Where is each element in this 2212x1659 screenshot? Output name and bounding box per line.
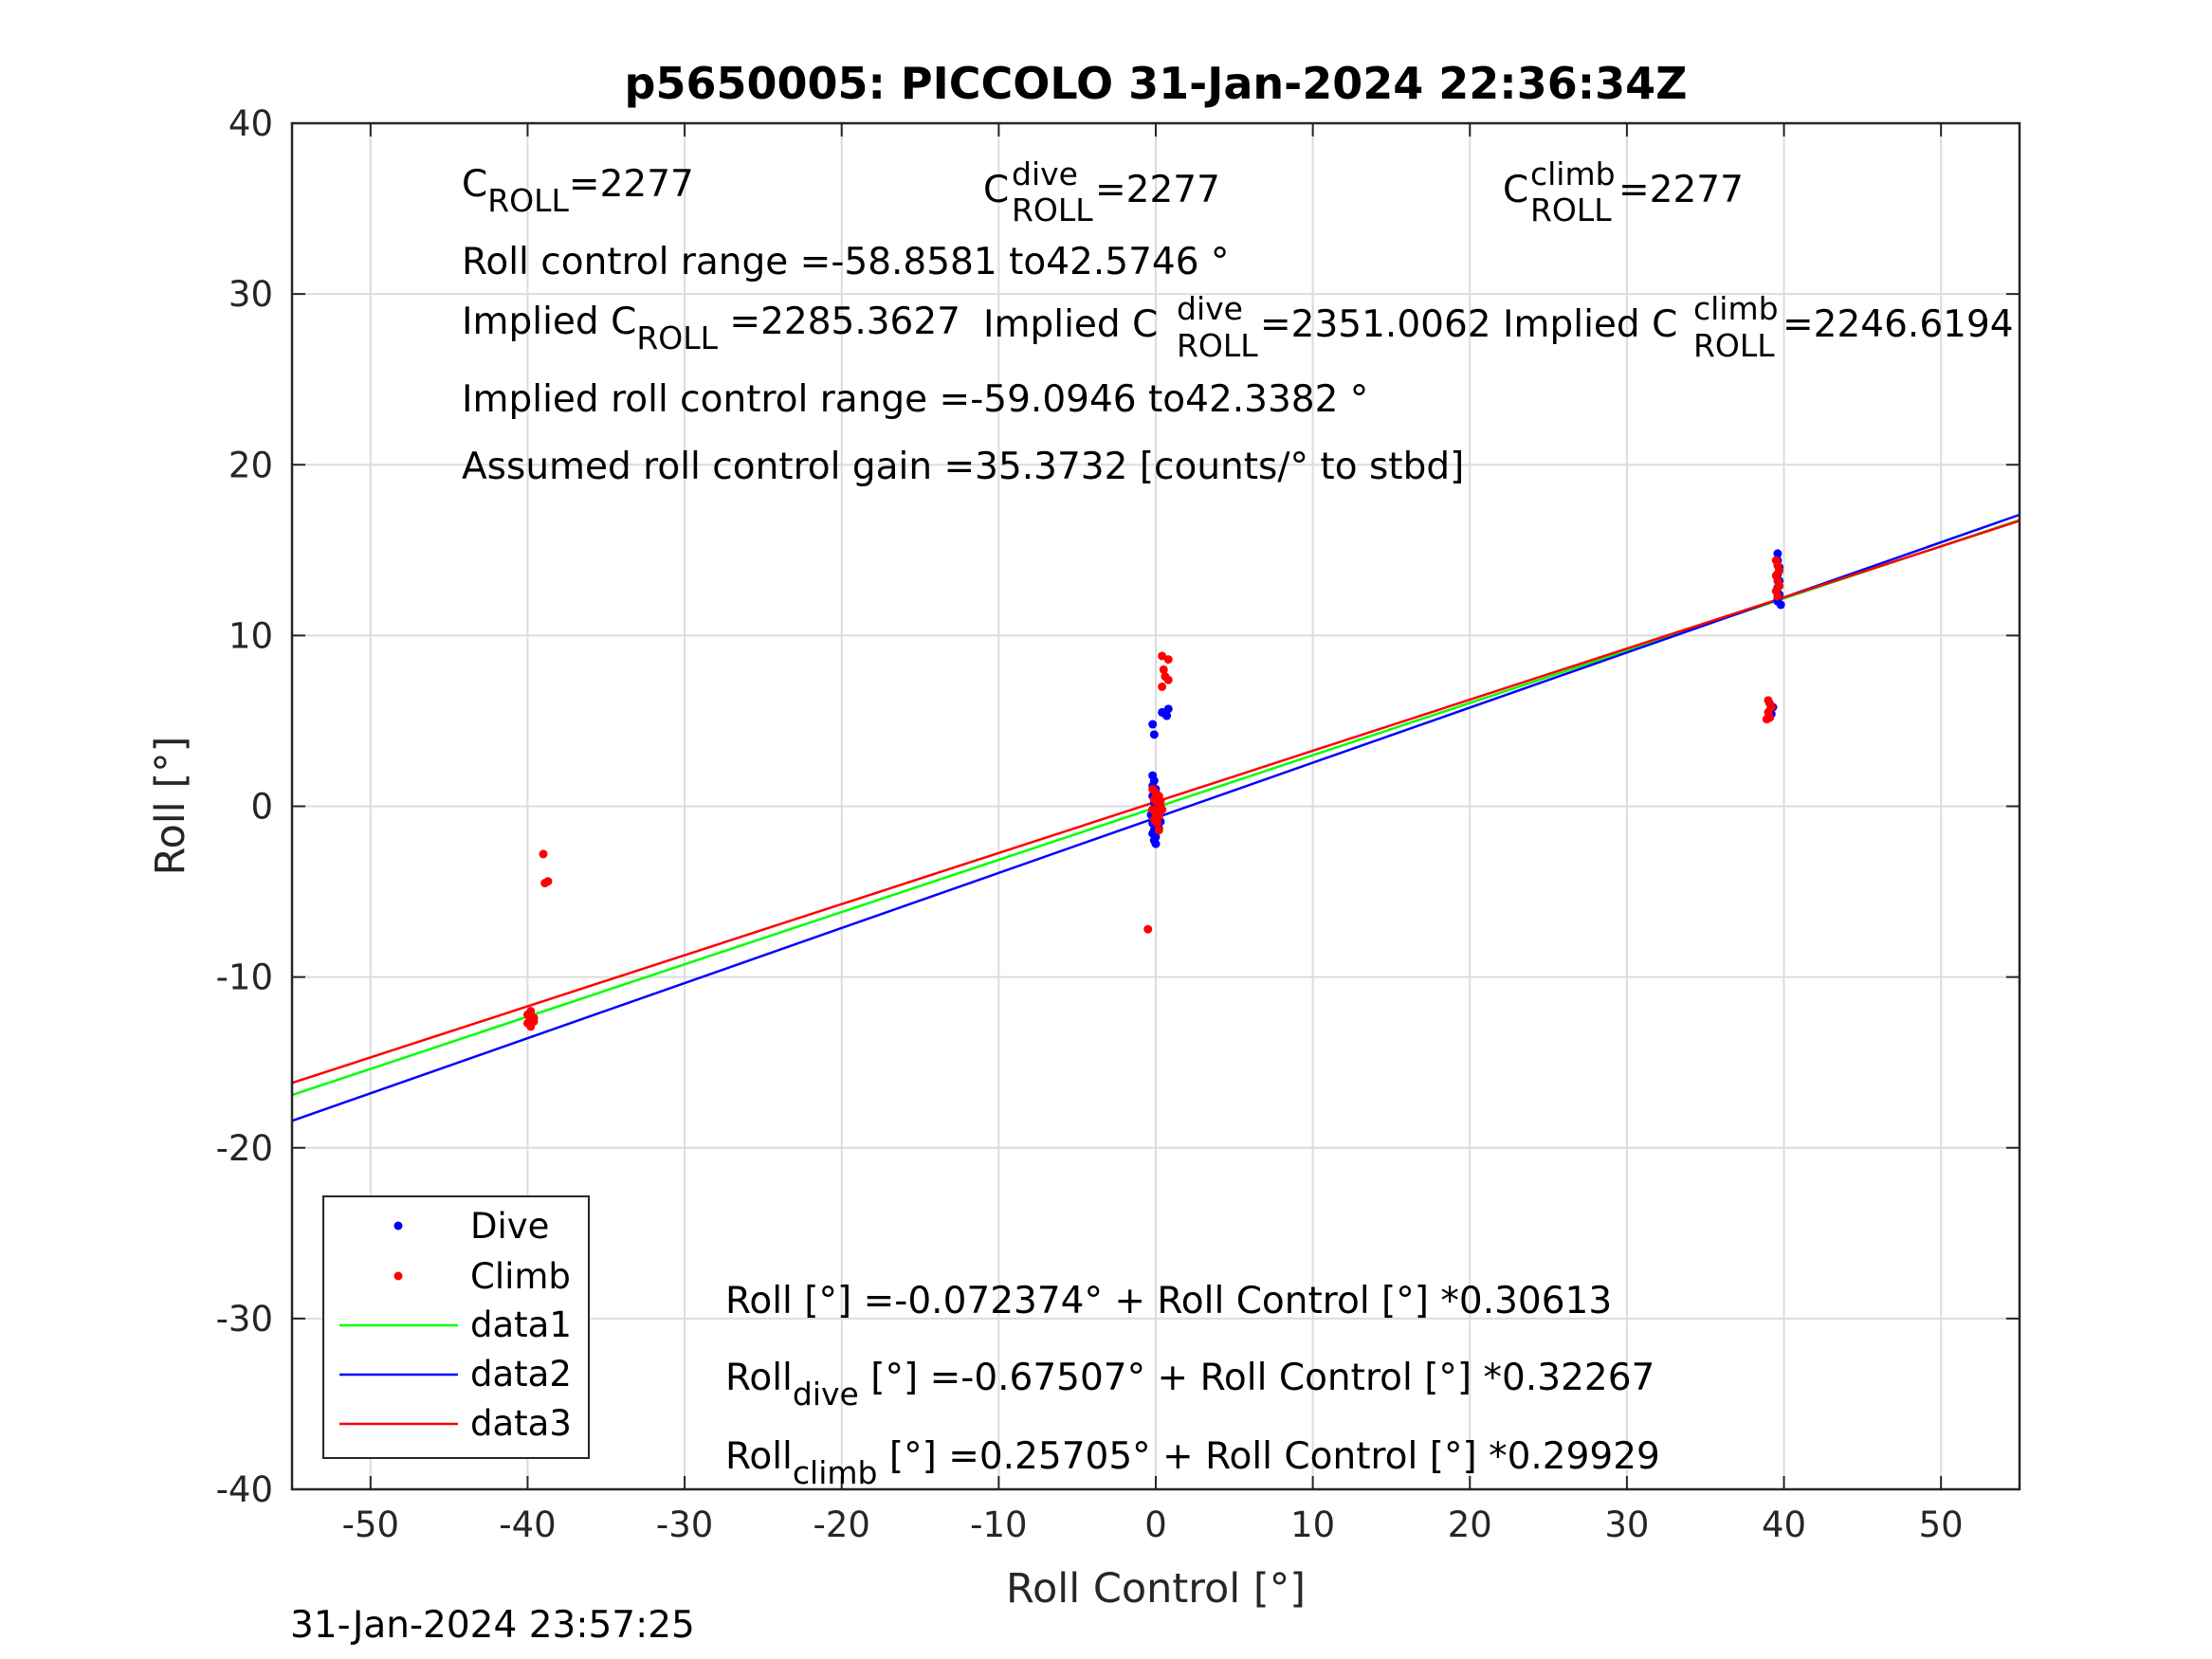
legend-data2-label: data2 <box>470 1354 572 1395</box>
fit-climb-base: Roll <box>725 1435 793 1478</box>
fit-equation-all: Roll [°] =-0.072374° + Roll Control [°] … <box>725 1280 1612 1322</box>
y-tick-label: 40 <box>229 103 273 144</box>
c-dive-base: C <box>983 169 1009 211</box>
implied-c-dive-value: =2351.0062 <box>1260 303 1491 346</box>
legend-dive-label: Dive <box>470 1206 549 1247</box>
c-dive-annotation: C <box>983 169 1009 211</box>
legend-climb-marker <box>393 1271 403 1281</box>
c-climb-annotation: C <box>1503 169 1528 211</box>
x-tick-label: 30 <box>1604 1504 1649 1545</box>
implied-c-dive-sup: dive <box>1177 290 1243 327</box>
c-climb-sup: climb <box>1530 155 1616 192</box>
y-tick-label: -30 <box>216 1299 273 1340</box>
y-axis-title: Roll [°] <box>147 737 194 876</box>
fit-climb-rest: [°] =0.25705° + Roll Control [°] *0.2992… <box>877 1435 1659 1478</box>
climb-point <box>1163 675 1173 684</box>
c-dive-sub: ROLL <box>1012 191 1093 228</box>
c-roll-base: C <box>462 163 487 206</box>
x-tick-label: 0 <box>1144 1504 1167 1545</box>
assumed-roll-gain: Assumed roll control gain =35.3732 [coun… <box>462 446 1464 488</box>
dive-point <box>1148 720 1158 729</box>
climb-point <box>1158 682 1167 691</box>
c-dive-sup: dive <box>1012 155 1078 192</box>
implied-c-roll-sub: ROLL <box>636 319 718 356</box>
dive-point <box>1773 549 1782 558</box>
data-points <box>522 549 1785 1031</box>
legend: Dive Climb data1 data2 data3 <box>322 1195 590 1459</box>
y-tick-label: 0 <box>250 787 273 828</box>
legend-data1-label: data1 <box>470 1304 572 1345</box>
x-tick-label: -50 <box>342 1504 399 1545</box>
climb-point <box>1154 826 1163 835</box>
implied-c-climb-sub: ROLL <box>1693 327 1775 364</box>
c-climb-value: =2277 <box>1618 169 1744 211</box>
c-climb-base: C <box>1503 169 1528 211</box>
climb-point <box>1158 651 1167 661</box>
fit-dive-sub: dive <box>793 1376 859 1413</box>
fit-equation-dive: Rolldive [°] =-0.67507° + Roll Control [… <box>725 1357 1654 1413</box>
climb-point <box>1159 665 1168 674</box>
x-axis-title: Roll Control [°] <box>1006 1565 1306 1613</box>
legend-climb-label: Climb <box>470 1256 571 1297</box>
implied-c-climb-sup: climb <box>1693 290 1779 327</box>
legend-data3-label: data3 <box>470 1403 572 1444</box>
roll-control-range: Roll control range =-58.8581 to42.5746 ° <box>462 241 1229 283</box>
climb-point <box>1158 805 1167 814</box>
y-tick-label: -20 <box>216 1128 273 1169</box>
footer-timestamp: 31-Jan-2024 23:57:25 <box>290 1604 695 1647</box>
c-roll-annotation: CROLL=2277 <box>462 163 694 219</box>
fit-climb-sub: climb <box>793 1454 878 1491</box>
legend-box <box>322 1195 590 1459</box>
y-tick-label: 10 <box>229 615 273 656</box>
c-roll-value: =2277 <box>569 163 694 206</box>
fit-dive-base: Roll <box>725 1357 793 1399</box>
climb-point <box>1153 819 1162 829</box>
y-tick-label: 30 <box>229 274 273 315</box>
implied-c-roll-value: =2285.3627 <box>718 301 960 343</box>
dive-point <box>1163 704 1173 714</box>
implied-roll-control-range: Implied roll control range =-59.0946 to4… <box>462 378 1368 421</box>
fit-dive-rest: [°] =-0.67507° + Roll Control [°] *0.322… <box>859 1357 1654 1399</box>
c-roll-sub: ROLL <box>487 182 569 219</box>
x-tick-label: -10 <box>970 1504 1027 1545</box>
chart-title: p5650005: PICCOLO 31-Jan-2024 22:36:34Z <box>625 58 1688 109</box>
implied-c-dive-sub: ROLL <box>1177 327 1258 364</box>
climb-point <box>1143 924 1153 934</box>
legend-dive-marker <box>393 1221 403 1231</box>
implied-c-dive-base: Implied C <box>983 303 1158 346</box>
y-tick-label: -10 <box>216 957 273 998</box>
climb-point <box>1163 655 1173 665</box>
x-tick-label: -40 <box>499 1504 556 1545</box>
fit-equation-climb: Rollclimb [°] =0.25705° + Roll Control [… <box>725 1435 1660 1491</box>
climb-point <box>1156 796 1165 806</box>
climb-point <box>1762 715 1771 724</box>
x-tick-label: 20 <box>1448 1504 1492 1545</box>
implied-c-roll-base: Implied C <box>462 301 636 343</box>
x-tick-label: 40 <box>1762 1504 1806 1545</box>
dive-point <box>1151 839 1161 848</box>
climb-point <box>543 877 553 886</box>
x-tick-label: -20 <box>814 1504 870 1545</box>
climb-point <box>539 849 548 859</box>
x-tick-label: -30 <box>656 1504 713 1545</box>
implied-c-roll: Implied CROLL =2285.3627 <box>462 301 960 356</box>
climb-point <box>1773 592 1782 601</box>
c-dive-value: =2277 <box>1095 169 1220 211</box>
dive-point <box>1149 730 1159 739</box>
implied-c-climb-value: =2246.6194 <box>1782 303 2014 346</box>
y-tick-label: -40 <box>216 1469 273 1510</box>
x-tick-label: 10 <box>1290 1504 1335 1545</box>
axis-ticks: -50 -40 -30 -20 -10 0 10 20 30 40 50 -40 -30 -20 -10 0 1… <box>216 103 2020 1545</box>
implied-c-climb-base: Implied C <box>1503 303 1677 346</box>
y-tick-label: 20 <box>229 445 273 485</box>
c-climb-sub: ROLL <box>1530 191 1612 228</box>
x-tick-label: 50 <box>1919 1504 1964 1545</box>
dive-point <box>1162 711 1172 720</box>
climb-point <box>524 1012 534 1021</box>
